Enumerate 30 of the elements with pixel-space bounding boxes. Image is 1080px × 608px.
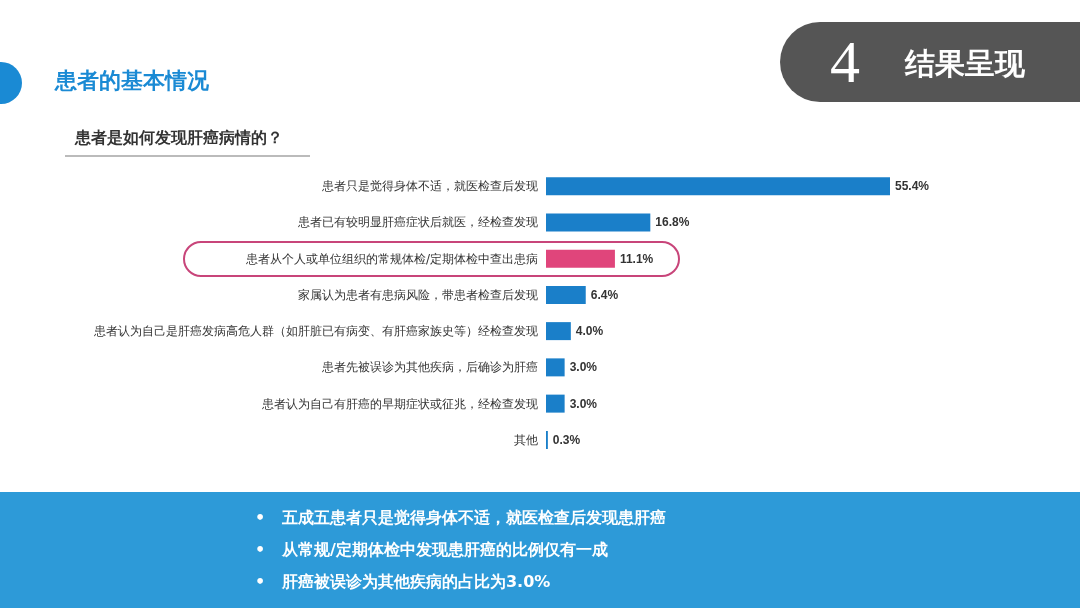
text: 结果呈现 bbox=[905, 45, 1025, 83]
y-tick-label: 患者认为自己是肝癌发病高危人群（如肝脏已有病变、有肝癌家族史等）经检查发现 bbox=[93, 324, 538, 339]
text: 患者是如何发现肝癌病情的？ bbox=[75, 128, 283, 149]
data-label: 16.8% bbox=[655, 215, 690, 230]
text: 患者的基本情况 bbox=[55, 67, 209, 95]
data-label: 6.4% bbox=[590, 287, 619, 302]
y-tick-label: 患者只是觉得身体不适，就医检查后发现 bbox=[321, 179, 538, 194]
y-tick-label: 患者从个人或单位组织的常规体检/定期体检中查出患病 bbox=[244, 251, 538, 266]
data-label: 0.3% bbox=[552, 432, 581, 447]
bar bbox=[546, 249, 615, 268]
bar bbox=[546, 394, 565, 413]
bar bbox=[546, 358, 565, 377]
data-label: 55.4% bbox=[895, 179, 930, 194]
bar bbox=[546, 213, 651, 232]
data-label: 4.0% bbox=[575, 324, 604, 339]
text: • 从常规/定期体检中发现患肝癌的比例仅有一成 bbox=[255, 539, 609, 561]
text: • 五成五患者只是觉得身体不适，就医检查后发现患肝癌 bbox=[255, 507, 667, 529]
data-label: 3.0% bbox=[569, 396, 598, 411]
text: • 肝癌被误诊为其他疾病的占比为3.0% bbox=[255, 571, 552, 593]
y-tick-label: 其他 bbox=[514, 432, 538, 447]
bar bbox=[546, 322, 571, 341]
text: 4 bbox=[830, 28, 860, 97]
bar bbox=[546, 285, 586, 304]
y-tick-label: 家属认为患者有患病风险，带患者检查后发现 bbox=[298, 287, 538, 302]
y-tick-label: 患者认为自己有肝癌的早期症状或征兆，经检查发现 bbox=[261, 396, 538, 411]
data-label: 3.0% bbox=[569, 360, 598, 375]
y-tick-label: 患者先被误诊为其他疾病，后确诊为肝癌 bbox=[321, 360, 538, 375]
y-tick-label: 患者已有较明显肝癌症状后就医，经检查发现 bbox=[297, 215, 538, 230]
bar bbox=[546, 177, 890, 196]
data-label: 11.1% bbox=[619, 251, 654, 266]
